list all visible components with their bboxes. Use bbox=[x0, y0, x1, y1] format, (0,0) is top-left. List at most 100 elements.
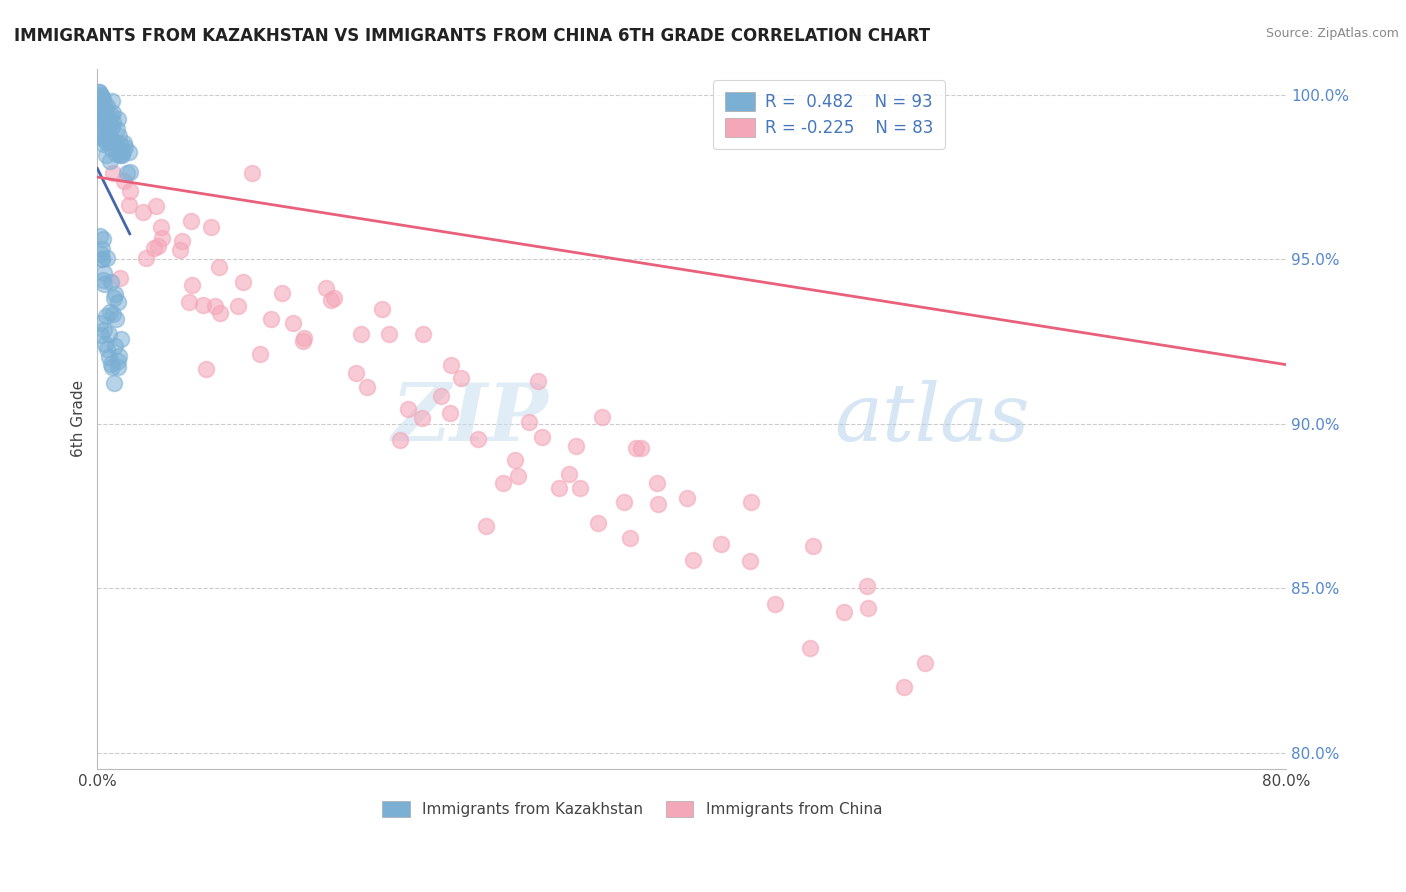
Point bbox=[517, 415, 540, 429]
Point bbox=[801, 539, 824, 553]
Point bbox=[110, 147, 132, 161]
Text: IMMIGRANTS FROM KAZAKHSTAN VS IMMIGRANTS FROM CHINA 6TH GRADE CORRELATION CHART: IMMIGRANTS FROM KAZAKHSTAN VS IMMIGRANTS… bbox=[14, 27, 931, 45]
Point bbox=[97, 128, 120, 142]
Point bbox=[100, 108, 122, 122]
Point bbox=[112, 136, 135, 150]
Point bbox=[315, 281, 337, 295]
Point bbox=[108, 271, 131, 285]
Point bbox=[91, 95, 114, 109]
Point bbox=[90, 107, 112, 121]
Point bbox=[90, 117, 112, 131]
Point bbox=[90, 89, 112, 103]
Point bbox=[914, 656, 936, 670]
Point bbox=[135, 251, 157, 265]
Point bbox=[103, 291, 125, 305]
Y-axis label: 6th Grade: 6th Grade bbox=[72, 380, 86, 458]
Point bbox=[591, 409, 613, 424]
Point bbox=[118, 165, 141, 179]
Point bbox=[96, 120, 118, 134]
Point bbox=[430, 389, 453, 403]
Text: Source: ZipAtlas.com: Source: ZipAtlas.com bbox=[1265, 27, 1399, 40]
Point bbox=[439, 406, 461, 420]
Point bbox=[105, 122, 128, 136]
Point bbox=[412, 327, 434, 342]
Point bbox=[799, 641, 821, 656]
Point bbox=[96, 112, 118, 126]
Point bbox=[568, 481, 591, 495]
Point bbox=[619, 531, 641, 545]
Point bbox=[93, 114, 115, 128]
Point bbox=[208, 306, 231, 320]
Point bbox=[94, 336, 117, 351]
Point bbox=[645, 476, 668, 491]
Point bbox=[110, 333, 132, 347]
Point bbox=[626, 442, 648, 456]
Point bbox=[96, 119, 118, 133]
Point bbox=[87, 85, 110, 99]
Point bbox=[834, 605, 856, 619]
Point bbox=[97, 327, 120, 342]
Point bbox=[146, 239, 169, 253]
Point bbox=[893, 680, 915, 694]
Point bbox=[323, 291, 346, 305]
Point bbox=[676, 491, 699, 506]
Point bbox=[492, 475, 515, 490]
Point bbox=[96, 251, 118, 265]
Point bbox=[179, 295, 201, 310]
Point bbox=[200, 220, 222, 235]
Point bbox=[101, 360, 124, 375]
Point bbox=[100, 275, 122, 289]
Point bbox=[356, 380, 378, 394]
Point bbox=[90, 109, 112, 123]
Point bbox=[204, 299, 226, 313]
Point bbox=[558, 467, 581, 481]
Point bbox=[90, 104, 112, 119]
Point bbox=[740, 495, 762, 509]
Point bbox=[169, 243, 191, 257]
Point bbox=[87, 120, 110, 134]
Point bbox=[344, 367, 367, 381]
Point bbox=[131, 205, 153, 219]
Point bbox=[763, 597, 786, 611]
Point bbox=[98, 304, 121, 318]
Point bbox=[180, 277, 202, 292]
Point bbox=[149, 220, 172, 235]
Point bbox=[647, 497, 669, 511]
Point bbox=[101, 307, 124, 321]
Point bbox=[240, 165, 263, 179]
Point bbox=[96, 133, 118, 147]
Point bbox=[100, 141, 122, 155]
Point bbox=[107, 294, 129, 309]
Point bbox=[87, 99, 110, 113]
Point bbox=[110, 148, 132, 162]
Point bbox=[89, 98, 111, 112]
Point bbox=[710, 537, 733, 551]
Point bbox=[93, 131, 115, 145]
Point bbox=[738, 554, 761, 568]
Text: ZIP: ZIP bbox=[392, 380, 548, 458]
Point bbox=[389, 433, 412, 447]
Point bbox=[530, 430, 553, 444]
Point bbox=[249, 347, 271, 361]
Point bbox=[87, 94, 110, 108]
Point bbox=[90, 247, 112, 261]
Point bbox=[548, 481, 571, 495]
Point bbox=[226, 299, 249, 313]
Point bbox=[91, 136, 114, 151]
Point bbox=[108, 349, 131, 363]
Point bbox=[93, 323, 115, 337]
Point bbox=[93, 266, 115, 280]
Point bbox=[143, 241, 166, 255]
Point bbox=[170, 234, 193, 248]
Point bbox=[97, 112, 120, 127]
Point bbox=[87, 85, 110, 99]
Point bbox=[107, 112, 129, 127]
Point bbox=[101, 94, 124, 108]
Point bbox=[565, 439, 588, 453]
Point bbox=[118, 145, 141, 160]
Point bbox=[292, 334, 315, 348]
Point bbox=[150, 230, 173, 244]
Point bbox=[91, 110, 114, 124]
Point bbox=[107, 354, 129, 368]
Point bbox=[107, 128, 129, 143]
